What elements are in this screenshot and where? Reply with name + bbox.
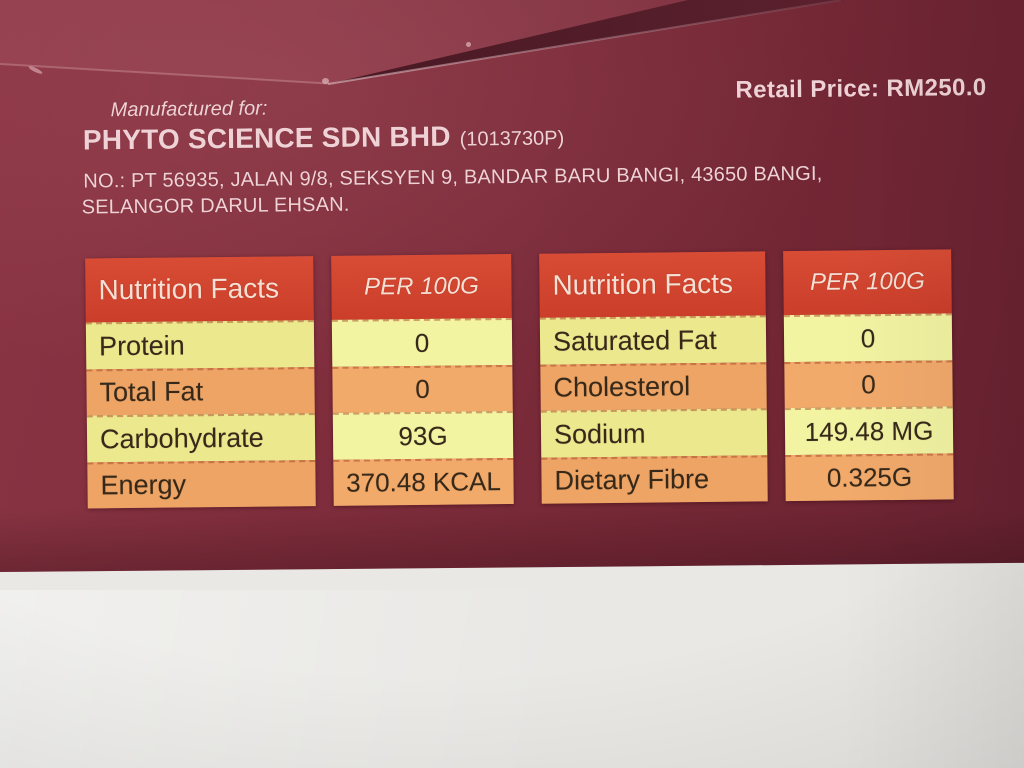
nutrition-row-value: 0.325G <box>785 452 954 502</box>
nutrition-table-right: Nutrition Facts Saturated Fat Cholestero… <box>539 249 965 504</box>
fold-tip-glare <box>322 78 329 84</box>
nutrition-row-value: 0 <box>331 318 513 367</box>
nutrition-row-label: Dietary Fibre <box>541 454 768 504</box>
nutrition-values-column: PER 100G 0 0 93G 370.48 KCAL <box>331 254 514 506</box>
nutrition-row-value: 149.48 MG <box>784 406 954 455</box>
company-name: PHYTO SCIENCE SDN BHD <box>82 120 451 156</box>
nutrition-labels-column: Nutrition Facts Protein Total Fat Carboh… <box>85 256 316 509</box>
printed-content: Retail Price: RM250.0 Manufactured for: … <box>81 74 987 509</box>
counter-surface-highlight <box>0 590 1024 768</box>
nutrition-row-label: Sodium <box>540 408 768 458</box>
nutrition-row-label: Cholesterol <box>540 361 767 411</box>
dust-speck <box>466 42 471 47</box>
nutrition-facts-header: Nutrition Facts <box>539 251 766 318</box>
nutrition-row-value: 0 <box>783 313 953 362</box>
nutrition-row-label: Total Fat <box>86 366 315 416</box>
address-line-1: NO.: PT 56935, JALAN 9/8, SEKSYEN 9, BAN… <box>83 162 823 193</box>
nutrition-labels-column: Nutrition Facts Saturated Fat Cholestero… <box>539 251 768 504</box>
nutrition-facts-header: Nutrition Facts <box>85 256 314 323</box>
nutrition-row-value: 370.48 KCAL <box>333 457 514 506</box>
per-100g-header: PER 100G <box>331 254 512 320</box>
nutrition-row-value: 0 <box>332 364 513 413</box>
nutrition-row-label: Protein <box>85 320 315 369</box>
nutrition-row-label: Carbohydrate <box>86 413 316 462</box>
company-line: PHYTO SCIENCE SDN BHD (1013730P) <box>83 119 565 156</box>
manufactured-for-label: Manufactured for: <box>110 97 268 122</box>
package-bottom-shadow <box>0 508 1024 572</box>
nutrition-row-label: Saturated Fat <box>539 315 767 365</box>
retail-price-text: Retail Price: RM250.0 <box>735 74 987 104</box>
nutrition-table-left: Nutrition Facts Protein Total Fat Carboh… <box>85 254 514 509</box>
address-line-2: SELANGOR DARUL EHSAN. <box>81 193 350 219</box>
per-100g-header: PER 100G <box>783 249 952 316</box>
nutrition-row-value: 93G <box>332 411 514 460</box>
nutrition-row-label: Energy <box>87 459 316 509</box>
company-registration-number: (1013730P) <box>459 127 565 151</box>
package-back-panel: Retail Price: RM250.0 Manufactured for: … <box>0 0 1024 572</box>
nutrition-row-value: 0 <box>784 359 953 409</box>
nutrition-values-column: PER 100G 0 0 149.48 MG 0.325G <box>783 249 954 502</box>
